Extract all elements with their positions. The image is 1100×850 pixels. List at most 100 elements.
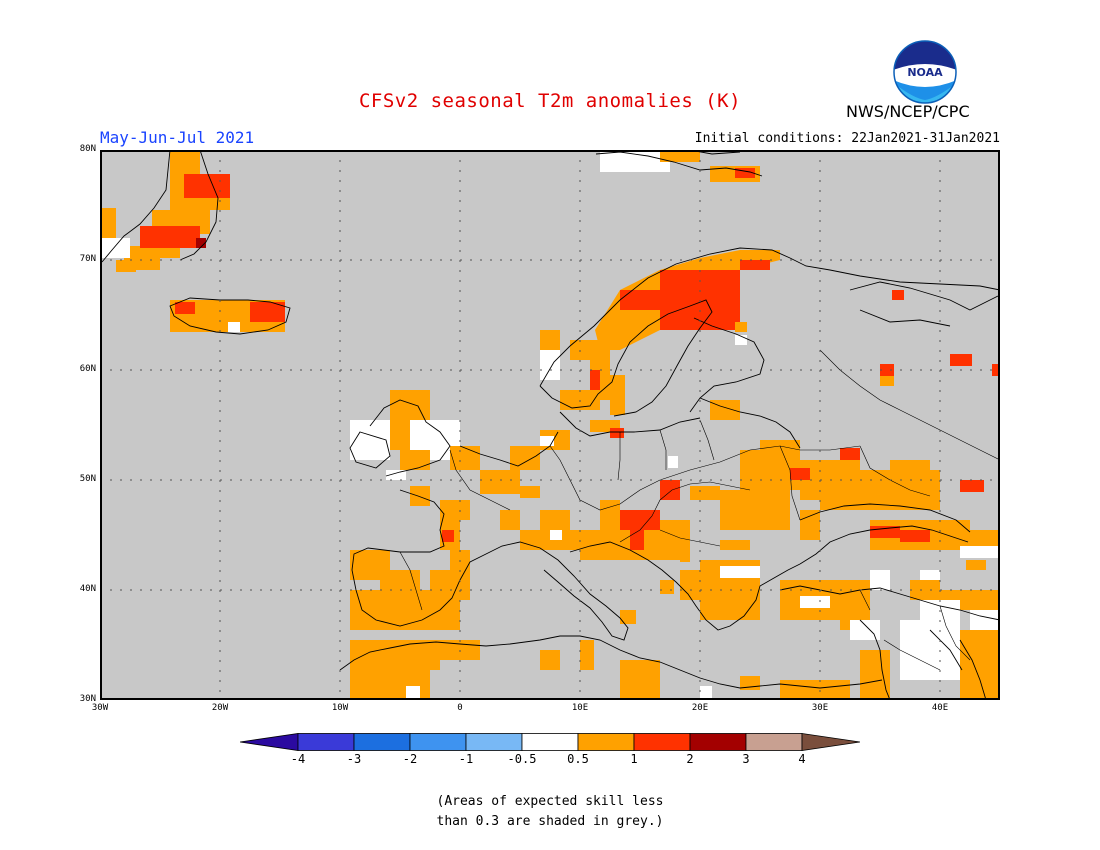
lon-tick-label: 10W <box>331 703 349 713</box>
russia-hot-cell <box>880 364 894 376</box>
baltic-states-warm-area <box>710 400 740 420</box>
russia-hot-cell <box>960 480 984 492</box>
colorbar-min-triangle <box>240 733 299 751</box>
egypt-warm-area <box>780 680 850 700</box>
colorbar-segment <box>297 733 355 751</box>
germany-warm-cell <box>520 486 540 498</box>
colorbar-tick-label: 0.5 <box>567 752 589 766</box>
anomaly-map <box>100 150 1000 700</box>
lon-tick-label: 40E <box>931 703 949 713</box>
russia-warm-cell <box>880 376 894 386</box>
lon-tick-label: 20W <box>211 703 229 713</box>
france-warm-cell <box>500 510 520 530</box>
lon-tick-label: 0 <box>457 703 463 713</box>
russia-warm-area <box>890 460 930 480</box>
colorbar-tick-label: 4 <box>798 752 806 766</box>
agency-label: NWS/NCEP/CPC <box>846 102 970 121</box>
colorbar-max-triangle <box>801 733 860 751</box>
british-isles-coastline <box>349 399 451 477</box>
france-warm-cell <box>410 486 430 506</box>
scandinavia-hot-area <box>740 260 770 270</box>
baltic-hot-cell <box>610 428 624 438</box>
lat-tick-label: 80N <box>79 144 96 154</box>
adriatic-greece-coastline <box>569 541 801 631</box>
caspian-neutral-area <box>960 546 1000 558</box>
map-frame <box>100 150 1000 700</box>
skill-note: (Areas of expected skill less than 0.3 a… <box>0 792 1100 832</box>
caspian-warm-area <box>970 530 1000 550</box>
black-sea-north-warm <box>820 490 880 510</box>
balkans-warm-cell <box>720 540 750 550</box>
libya-warm-area <box>620 660 660 700</box>
turkey-warm-area <box>910 580 940 600</box>
lon-tick-label: 30E <box>811 703 829 713</box>
germany-poland-coastline <box>559 411 701 437</box>
greenland-hot-area <box>140 226 200 248</box>
greenland-coastline <box>101 150 219 263</box>
svalbard-warm-area <box>660 150 700 162</box>
black-sea-coastline <box>799 503 971 565</box>
middle-east-warm-area <box>960 670 1000 700</box>
greenland-very-hot-cell <box>196 238 206 248</box>
middle-east-warm-area <box>960 630 1000 670</box>
britain-warm-area <box>400 450 430 470</box>
svalbard-neutral-area <box>600 150 670 172</box>
russia-warm-area <box>760 440 800 460</box>
poland-neutral-cell <box>668 456 678 468</box>
iberia-warm-area <box>380 570 420 600</box>
russia-hot-cell <box>950 354 972 366</box>
greenland-neutral-area <box>100 238 130 258</box>
britain-neutral-cell <box>386 470 406 480</box>
skill-note-line-2: than 0.3 are shaded in grey.) <box>436 814 664 829</box>
svalbard-hot-cell <box>735 168 755 178</box>
italy-south-warm <box>680 570 700 600</box>
norway-neutral-area <box>540 350 560 380</box>
red-sea-coastline <box>929 629 987 700</box>
skill-note-line-1: (Areas of expected skill less <box>436 794 664 809</box>
black-sea-hot-cell <box>900 530 930 542</box>
colorbar-segment <box>633 733 691 751</box>
lat-tick-label: 30N <box>79 694 96 704</box>
colorbar-tick-label: 1 <box>630 752 638 766</box>
colorbar-segment <box>465 733 523 751</box>
svg-text:NOAA: NOAA <box>907 66 943 79</box>
caspian-warm-cell <box>966 560 986 570</box>
colorbar-segment <box>745 733 803 751</box>
ukraine-warm-area <box>720 490 790 530</box>
tunisia-warm-cell <box>580 640 594 670</box>
lat-tick-label: 40N <box>79 584 96 594</box>
colorbar-tick-label: 2 <box>686 752 694 766</box>
colorbar-tick-label: -1 <box>458 752 474 766</box>
colorbar-segment <box>353 733 411 751</box>
russia-hot-cell <box>840 448 860 460</box>
benelux-warm-area <box>510 446 540 470</box>
france-warm-area <box>450 446 480 470</box>
lon-tick-label: 20E <box>691 703 709 713</box>
finland-neutral-cell <box>735 335 747 345</box>
chart-title: CFSv2 seasonal T2m anomalies (K) <box>358 90 742 112</box>
tunisia-warm-cell <box>540 650 560 670</box>
russia-hot-cell <box>992 364 1000 376</box>
iceland-hot-area <box>250 302 285 322</box>
other-borders <box>399 449 971 671</box>
season-label: May-Jun-Jul 2021 <box>100 128 255 147</box>
scandinavia-hot-area <box>620 290 660 310</box>
lat-tick-label: 60N <box>79 364 96 374</box>
france-warm-area <box>480 470 520 494</box>
anatolia-levant-coastline <box>779 585 1000 700</box>
hungary-warm-area <box>690 486 720 500</box>
russia-hot-cell <box>790 468 810 480</box>
balkan-borders <box>619 481 751 547</box>
russia-hot-cell <box>892 290 904 300</box>
lon-tick-label: 30W <box>91 703 109 713</box>
austria-warm-cell <box>600 500 620 520</box>
colorbar-tick-label: -0.5 <box>507 752 537 766</box>
baltic-states-coastline <box>699 397 801 449</box>
logo-bird <box>894 64 956 87</box>
sweden-warm-area <box>610 375 625 415</box>
colorbar <box>240 733 860 751</box>
colorbar-segment <box>577 733 635 751</box>
noaa-logo: NOAA <box>893 40 957 104</box>
turkey-neutral-area <box>800 596 830 608</box>
iceland-hot-area <box>175 302 195 314</box>
